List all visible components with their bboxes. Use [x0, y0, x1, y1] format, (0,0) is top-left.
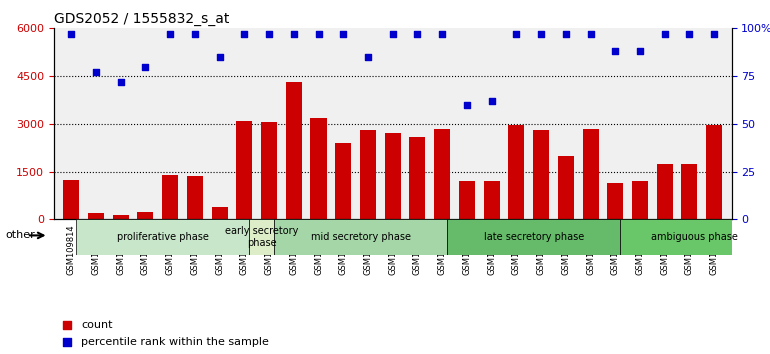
Bar [187, 176, 203, 219]
Bar [286, 82, 302, 219]
Text: proliferative phase: proliferative phase [117, 232, 209, 242]
Point [213, 54, 226, 60]
Text: mid secretory phase: mid secretory phase [310, 232, 410, 242]
Point [337, 31, 350, 37]
Bar [447, 219, 620, 255]
Bar [212, 207, 228, 219]
Point [164, 31, 176, 37]
Bar [620, 219, 768, 255]
Point [535, 31, 547, 37]
Point [238, 31, 250, 37]
Bar [632, 181, 648, 219]
Point [65, 31, 77, 37]
Point [510, 249, 522, 255]
Point [436, 31, 448, 37]
Bar [508, 126, 524, 219]
Point [362, 54, 374, 60]
Point [313, 31, 325, 37]
Bar [582, 129, 598, 219]
Bar [76, 219, 249, 255]
Bar [681, 164, 698, 219]
Text: early secretory
phase: early secretory phase [225, 226, 298, 248]
Bar [706, 126, 722, 219]
Bar [261, 122, 277, 219]
Point [634, 48, 646, 54]
Point [288, 31, 300, 37]
Text: GDS2052 / 1555832_s_at: GDS2052 / 1555832_s_at [54, 12, 229, 26]
Bar [162, 175, 178, 219]
Bar [137, 211, 153, 219]
Bar [484, 181, 500, 219]
Point [708, 31, 721, 37]
Bar [385, 133, 400, 219]
Point [609, 48, 621, 54]
Bar [63, 179, 79, 219]
Bar [335, 143, 351, 219]
Bar [557, 156, 574, 219]
Bar [533, 130, 549, 219]
Point [263, 31, 275, 37]
Point [485, 98, 497, 104]
Point [510, 95, 522, 100]
Text: ambiguous phase: ambiguous phase [651, 232, 738, 242]
Text: count: count [81, 320, 112, 330]
Bar [236, 121, 253, 219]
Point [411, 31, 424, 37]
Point [189, 31, 201, 37]
Point [560, 31, 572, 37]
Bar [360, 130, 376, 219]
Text: late secretory phase: late secretory phase [484, 232, 584, 242]
Bar [434, 129, 450, 219]
Bar [410, 137, 426, 219]
Point [115, 79, 127, 85]
Bar [657, 164, 673, 219]
Text: percentile rank within the sample: percentile rank within the sample [81, 337, 269, 347]
Point [139, 64, 152, 69]
Point [683, 31, 695, 37]
Bar [310, 118, 326, 219]
Bar [459, 181, 475, 219]
Bar [608, 183, 623, 219]
Bar [112, 215, 129, 219]
Point [90, 69, 102, 75]
Text: other: other [5, 230, 35, 240]
Point [511, 31, 523, 37]
Bar [88, 213, 104, 219]
Point [460, 102, 473, 108]
Point [658, 31, 671, 37]
Bar [249, 219, 274, 255]
Point [584, 31, 597, 37]
Point [387, 31, 399, 37]
Bar [274, 219, 447, 255]
